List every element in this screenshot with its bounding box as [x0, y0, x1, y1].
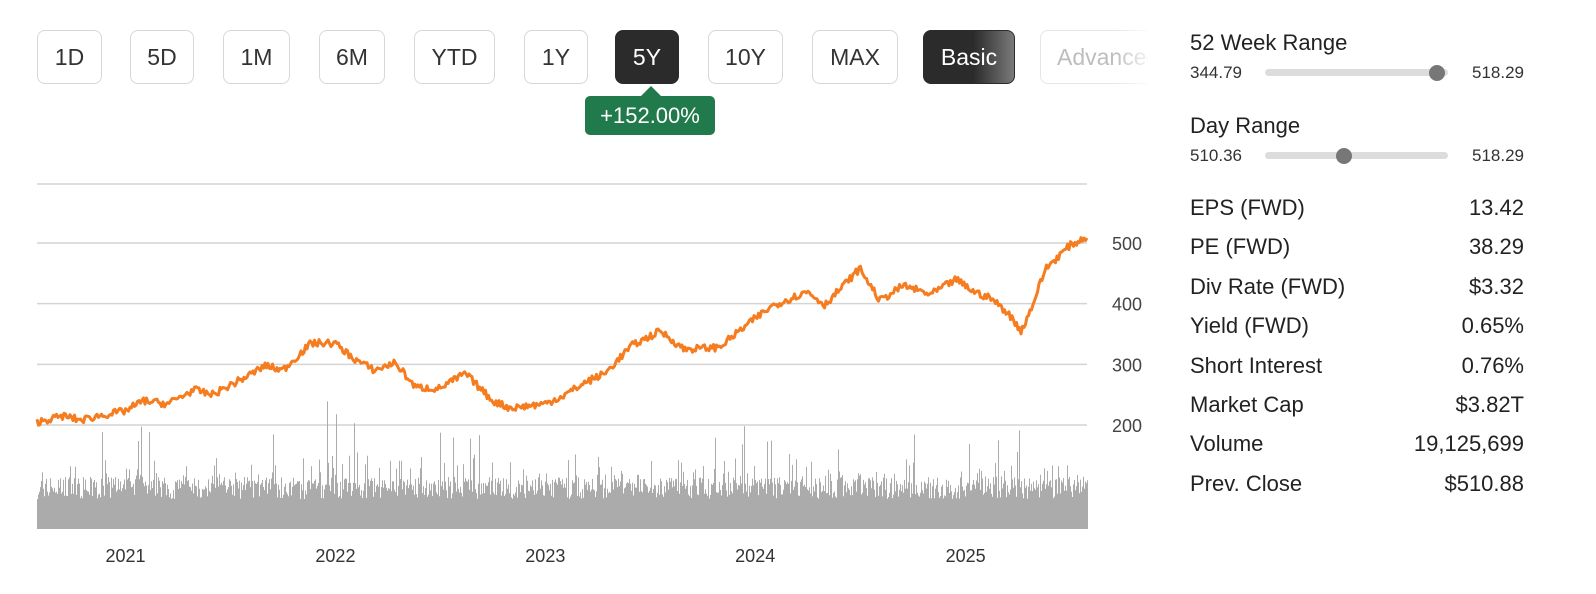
- day-range-marker: [1335, 147, 1352, 164]
- stat-row: Prev. Close $510.88: [1190, 471, 1524, 501]
- week52-low: 344.79: [1190, 63, 1242, 82]
- range-button-5d[interactable]: 5D: [130, 30, 194, 84]
- x-tick-label: 2021: [106, 546, 146, 566]
- stat-value: $510.88: [1444, 470, 1524, 496]
- stat-label: Div Rate (FWD): [1190, 273, 1346, 299]
- stat-label: EPS (FWD): [1190, 195, 1305, 220]
- volume-bars: [37, 401, 1088, 529]
- stat-value: $3.82T: [1455, 392, 1525, 417]
- range-button-ytd[interactable]: YTD: [414, 30, 495, 84]
- y-tick-label: 400: [1112, 295, 1142, 315]
- day-range-label: Day Range: [1190, 113, 1301, 138]
- range-button-1m[interactable]: 1M: [223, 30, 290, 84]
- stat-row: Short Interest 0.76%: [1190, 353, 1524, 383]
- stat-value: 13.42: [1468, 195, 1524, 220]
- week52-marker: [1429, 64, 1446, 81]
- week52-high: 518.29: [1472, 63, 1524, 82]
- change-badge: +152.00%: [585, 86, 715, 135]
- y-tick-label: 200: [1112, 416, 1142, 436]
- week52-label: 52 Week Range: [1190, 30, 1348, 55]
- x-tick-label: 2025: [946, 546, 986, 566]
- x-tick-label: 2023: [525, 546, 565, 566]
- y-tick-label: 300: [1112, 355, 1142, 375]
- stat-label: Yield (FWD): [1190, 313, 1309, 339]
- stat-row: Yield (FWD) 0.65%: [1190, 313, 1524, 343]
- stat-label: Volume: [1190, 431, 1264, 457]
- x-tick-label: 2022: [315, 546, 355, 566]
- stat-value: 38.29: [1468, 234, 1524, 260]
- stat-label: Market Cap: [1190, 392, 1304, 417]
- stat-row: Market Cap $3.82T: [1190, 392, 1524, 422]
- scroll-fade: [1115, 25, 1155, 95]
- day-range-low: 510.36: [1190, 146, 1242, 165]
- range-button-max[interactable]: MAX: [812, 30, 898, 84]
- stat-value: 0.65%: [1461, 313, 1524, 339]
- range-button-1y[interactable]: 1Y: [524, 30, 588, 84]
- stat-row: Volume 19,125,699: [1190, 431, 1524, 461]
- stat-label: PE (FWD): [1190, 234, 1291, 260]
- range-button-1d[interactable]: 1D: [37, 30, 102, 84]
- price-line: [35, 236, 1089, 427]
- day-range-high: 518.29: [1472, 146, 1524, 165]
- stat-row: EPS (FWD) 13.42: [1190, 195, 1524, 225]
- stat-label: Short Interest: [1190, 352, 1323, 378]
- mode-button-basic[interactable]: Basic: [923, 30, 1015, 84]
- y-tick-label: 500: [1112, 234, 1142, 254]
- range-button-5y[interactable]: 5Y: [615, 30, 679, 84]
- range-selector: 1D5D1M6MYTD1Y5Y10YMAXBasicAdvanced: [0, 0, 1148, 100]
- stat-value: 19,125,699: [1413, 431, 1524, 457]
- price-chart: 200 300 400 500 2021 2022 2023 2024 2025: [35, 183, 1142, 566]
- day-range-track: [1265, 147, 1448, 164]
- stat-value: 0.76%: [1461, 352, 1524, 378]
- range-button-6m[interactable]: 6M: [319, 30, 385, 84]
- range-button-10y[interactable]: 10Y: [708, 30, 783, 84]
- stat-row: PE (FWD) 38.29: [1190, 234, 1524, 264]
- stat-row: Div Rate (FWD) $3.32: [1190, 274, 1524, 304]
- x-tick-label: 2024: [735, 546, 775, 566]
- week52-track: [1265, 64, 1448, 81]
- stat-value: $3.32: [1468, 273, 1524, 299]
- stat-label: Prev. Close: [1190, 470, 1303, 496]
